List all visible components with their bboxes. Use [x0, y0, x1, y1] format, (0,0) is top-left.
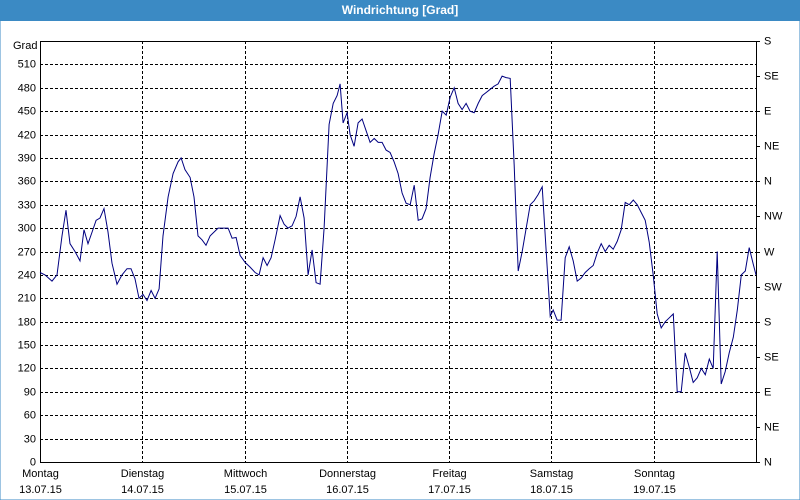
y2-tick-label: E — [764, 386, 771, 398]
plot-frame — [40, 41, 757, 463]
y-tick-label: 300 — [18, 222, 36, 234]
y-tick-label: 480 — [18, 82, 36, 94]
x-tick-date: 19.07.15 — [633, 484, 676, 496]
y2-tick-label: E — [764, 105, 771, 117]
y-tick-label: 510 — [18, 58, 36, 70]
x-tick-date: 16.07.15 — [326, 484, 369, 496]
y-tick-label: 90 — [24, 386, 36, 398]
y-axis-label: Grad — [13, 40, 37, 52]
y2-tick-label: SE — [764, 70, 779, 82]
y-tick-label: 270 — [18, 246, 36, 258]
x-tick-date: 13.07.15 — [19, 484, 62, 496]
y-tick-label: 240 — [18, 269, 36, 281]
y2-tick-label: S — [764, 35, 771, 47]
y-tick-label: 0 — [30, 456, 36, 468]
y2-tick-label: SE — [764, 351, 779, 363]
x-tick-date: 18.07.15 — [530, 484, 573, 496]
y-tick-label: 180 — [18, 316, 36, 328]
data-line — [39, 75, 757, 393]
title-bar — [0, 0, 800, 21]
y2-tick-label: N — [764, 175, 772, 187]
y2-tick-label: W — [764, 246, 775, 258]
y-tick-label: 150 — [18, 339, 36, 351]
x-tick-label: Montag — [22, 468, 59, 480]
y2-tick-label: NE — [764, 421, 779, 433]
x-tick-label: Dienstag — [121, 468, 164, 480]
y2-tick-label: NW — [764, 210, 783, 222]
x-tick-date: 14.07.15 — [121, 484, 164, 496]
x-tick-label: Freitag — [432, 468, 466, 480]
y2-tick-label: SW — [764, 281, 782, 293]
x-tick-label: Donnerstag — [319, 468, 376, 480]
y-tick-label: 390 — [18, 152, 36, 164]
y-tick-label: 360 — [18, 175, 36, 187]
y-tick-label: 60 — [24, 409, 36, 421]
x-tick-label: Samstag — [530, 468, 573, 480]
y2-tick-label: S — [764, 316, 771, 328]
y-tick-label: 450 — [18, 105, 36, 117]
y2-tick-label: N — [764, 456, 772, 468]
y-tick-label: 120 — [18, 362, 36, 374]
y-tick-label: 210 — [18, 292, 36, 304]
x-tick-label: Mittwoch — [224, 468, 267, 480]
x-tick-label: Sonntag — [634, 468, 675, 480]
y-tick-label: 330 — [18, 199, 36, 211]
x-tick-date: 15.07.15 — [224, 484, 267, 496]
y-tick-label: 420 — [18, 129, 36, 141]
y2-tick-label: NE — [764, 140, 779, 152]
y-tick-label: 30 — [24, 433, 36, 445]
chart-title: Windrichtung [Grad] — [342, 3, 459, 17]
x-tick-date: 17.07.15 — [428, 484, 471, 496]
